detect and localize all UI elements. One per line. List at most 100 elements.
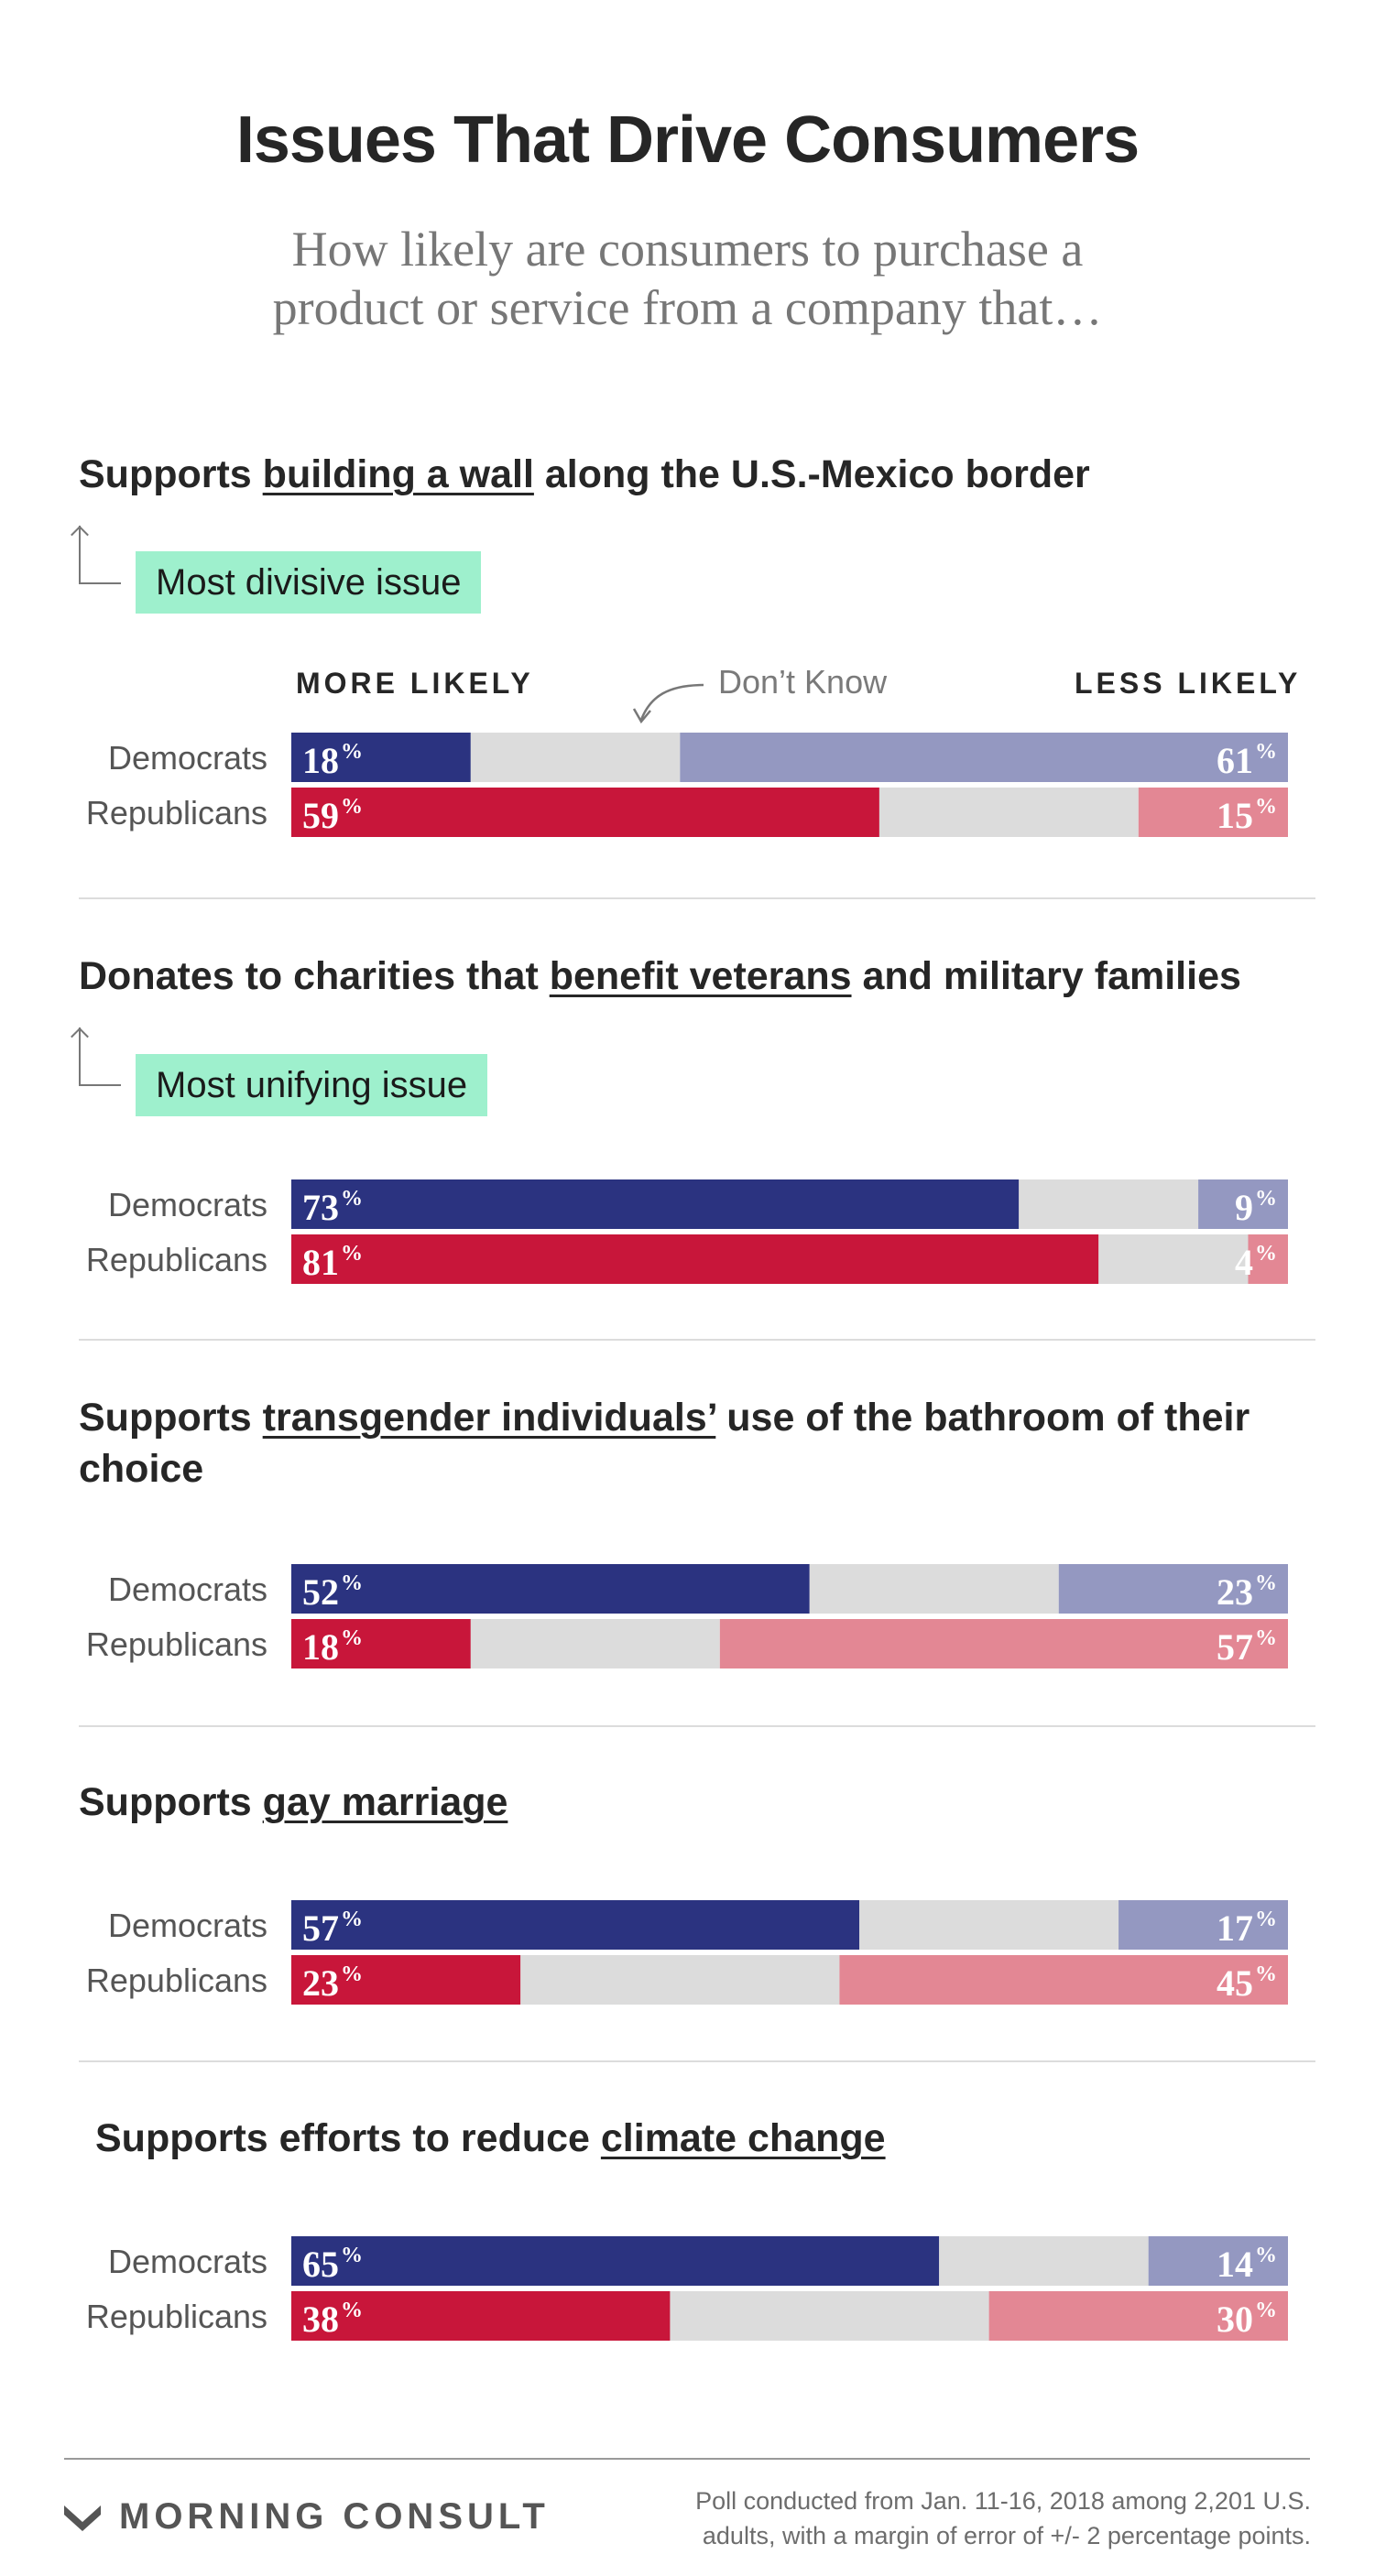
value-more-likely-rep-q2: 81%: [302, 1242, 363, 1283]
section-divider-1: [79, 897, 1315, 899]
subtitle-line-2: product or service from a company that…: [272, 280, 1103, 335]
question-title-1: Supports building a wall along the U.S.-…: [79, 449, 1343, 500]
bar-dont-know-rep-q1: [878, 788, 1139, 837]
arrow-elbow-icon: [79, 526, 121, 584]
bar-more-likely-rep-q1: [291, 788, 879, 837]
bar-dont-know-dem-q5: [939, 2236, 1149, 2286]
note-line-1: Poll conducted from Jan. 11-16, 2018 amo…: [695, 2487, 1311, 2515]
value-less-likely-dem-q5: 14%: [1217, 2244, 1277, 2285]
party-label-dem-q1: Democrats: [108, 739, 267, 777]
bar-dont-know-dem-q2: [1019, 1179, 1199, 1229]
party-label-dem-q5: Democrats: [108, 2243, 267, 2280]
value-less-likely-rep-q3: 57%: [1217, 1626, 1277, 1668]
bar-less-likely-dem-q1: [680, 733, 1288, 782]
value-less-likely-rep-q4: 45%: [1217, 1962, 1277, 2004]
bar-dont-know-rep-q2: [1098, 1234, 1249, 1284]
bar-more-likely-dem-q5: [291, 2236, 940, 2286]
bar-more-likely-dem-q2: [291, 1179, 1020, 1229]
question-3-highlight: transgender individuals’: [262, 1396, 716, 1440]
divisive-badge: Most divisive issue: [136, 551, 482, 614]
question-2-highlight: benefit veterans: [549, 954, 852, 998]
section-divider-4: [79, 2060, 1315, 2062]
question-2-post: and military families: [851, 954, 1241, 998]
question-title-3: Supports transgender individuals’ use of…: [79, 1392, 1270, 1495]
value-more-likely-rep-q1: 59%: [302, 795, 363, 836]
bar-more-likely-dem-q3: [291, 1564, 810, 1614]
unifying-badge: Most unifying issue: [136, 1054, 488, 1116]
bar-more-likely-dem-q1: [291, 733, 471, 782]
value-more-likely-rep-q4: 23%: [302, 1962, 363, 2004]
bar-more-likely-dem-q4: [291, 1900, 860, 1950]
morning-consult-logo-icon: [64, 2505, 101, 2531]
value-more-likely-dem-q5: 65%: [302, 2244, 363, 2285]
value-less-likely-rep-q1: 15%: [1217, 795, 1277, 836]
value-less-likely-rep-q5: 30%: [1217, 2299, 1277, 2340]
value-more-likely-dem-q3: 52%: [302, 1571, 363, 1613]
party-label-dem-q2: Democrats: [108, 1186, 267, 1223]
question-5-pre: Supports efforts to reduce: [95, 2116, 601, 2160]
party-label-dem-q3: Democrats: [108, 1571, 267, 1608]
bar-more-likely-rep-q4: [291, 1955, 521, 2005]
question-5-highlight: climate change: [600, 2116, 886, 2160]
value-less-likely-dem-q4: 17%: [1217, 1908, 1277, 1949]
question-title-2: Donates to charities that benefit vetera…: [79, 951, 1343, 1002]
party-label-dem-q4: Democrats: [108, 1907, 267, 1944]
footer-divider: [64, 2458, 1310, 2460]
party-label-rep-q1: Republicans: [86, 794, 267, 831]
dont-know-label: Don’t Know: [718, 663, 888, 701]
note-line-2: adults, with a margin of error of +/- 2 …: [702, 2522, 1311, 2549]
brand-name: MORNING CONSULT: [119, 2496, 550, 2537]
bar-dont-know-rep-q4: [520, 1955, 840, 2005]
question-3-post: use of the bathroom of their choice: [79, 1396, 1250, 1491]
curved-arrow-icon: [632, 683, 704, 724]
value-more-likely-rep-q5: 38%: [302, 2299, 363, 2340]
value-more-likely-rep-q3: 18%: [302, 1626, 363, 1668]
methodology-note: Poll conducted from Jan. 11-16, 2018 amo…: [615, 2484, 1311, 2553]
bar-dont-know-dem-q1: [470, 733, 681, 782]
bar-less-likely-rep-q3: [719, 1619, 1288, 1668]
party-label-rep-q5: Republicans: [86, 2298, 267, 2335]
question-1-pre: Supports: [79, 452, 263, 496]
value-less-likely-dem-q3: 23%: [1217, 1571, 1277, 1613]
party-label-rep-q2: Republicans: [86, 1241, 267, 1278]
value-more-likely-dem-q1: 18%: [302, 740, 363, 781]
bar-less-likely-dem-q2: [1198, 1179, 1288, 1229]
party-label-rep-q3: Republicans: [86, 1625, 267, 1663]
question-title-4: Supports gay marriage: [79, 1777, 1343, 1828]
more-likely-header: MORE LIKELY: [296, 667, 534, 700]
bar-dont-know-dem-q3: [809, 1564, 1059, 1614]
bar-less-likely-dem-q4: [1119, 1900, 1288, 1950]
value-more-likely-dem-q2: 73%: [302, 1187, 363, 1228]
bar-dont-know-rep-q3: [470, 1619, 720, 1668]
less-likely-header: LESS LIKELY: [1075, 667, 1302, 700]
question-3-pre: Supports: [79, 1396, 263, 1440]
value-less-likely-dem-q1: 61%: [1217, 740, 1277, 781]
subtitle-line-1: How likely are consumers to purchase a: [291, 222, 1084, 277]
bar-less-likely-rep-q5: [988, 2291, 1288, 2341]
bar-dont-know-rep-q5: [670, 2291, 989, 2341]
chart-subtitle: How likely are consumers to purchase a p…: [0, 220, 1375, 337]
bar-less-likely-rep-q2: [1248, 1234, 1288, 1284]
section-divider-2: [79, 1339, 1315, 1341]
party-label-rep-q4: Republicans: [86, 1962, 267, 1999]
question-1-highlight: building a wall: [262, 452, 534, 496]
bar-dont-know-dem-q4: [859, 1900, 1119, 1950]
bar-less-likely-rep-q4: [839, 1955, 1288, 2005]
question-2-pre: Donates to charities that: [79, 954, 550, 998]
question-title-5: Supports efforts to reduce climate chang…: [95, 2113, 1359, 2164]
bar-more-likely-rep-q2: [291, 1234, 1099, 1284]
bar-less-likely-dem-q5: [1148, 2236, 1288, 2286]
chart-title: Issues That Drive Consumers: [235, 103, 1140, 177]
bar-more-likely-rep-q5: [291, 2291, 671, 2341]
bar-less-likely-dem-q3: [1058, 1564, 1288, 1614]
arrow-elbow-icon: [79, 1027, 121, 1086]
bar-less-likely-rep-q1: [1138, 788, 1288, 837]
question-1-post: along the U.S.-Mexico border: [533, 452, 1090, 496]
value-more-likely-dem-q4: 57%: [302, 1908, 363, 1949]
question-4-highlight: gay marriage: [262, 1780, 508, 1824]
value-less-likely-rep-q2: 4%: [1235, 1242, 1277, 1283]
question-4-pre: Supports: [79, 1780, 263, 1824]
value-less-likely-dem-q2: 9%: [1235, 1187, 1277, 1228]
section-divider-3: [79, 1725, 1315, 1727]
